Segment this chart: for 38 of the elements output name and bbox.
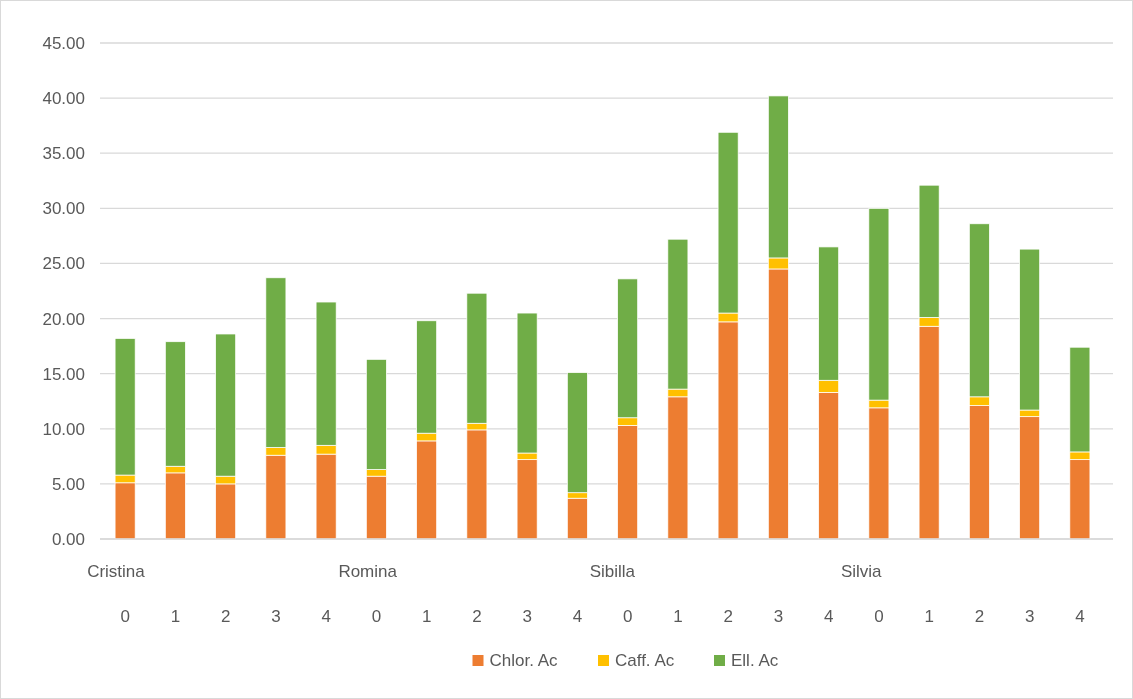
x-tick-label: 3 [773, 607, 784, 626]
x-tick-label: 4 [823, 607, 834, 626]
y-tick-label: 20.00 [42, 309, 85, 329]
legend-label: Caff. Ac [615, 651, 675, 670]
x-tick-label: 2 [220, 607, 231, 626]
x-tick-label: 4 [321, 607, 331, 626]
x-tick-label: 3 [1024, 607, 1035, 626]
x-tick-label: 1 [924, 607, 934, 626]
y-tick-label: 15.00 [42, 364, 85, 384]
bar [566, 497, 588, 540]
y-tick-label: 45.00 [42, 33, 85, 53]
x-tick-label: 0 [874, 607, 884, 626]
legend-label: Chlor. Ac [489, 651, 559, 670]
x-tick-label: 1 [170, 607, 181, 626]
y-tick-label: 5.00 [51, 474, 85, 494]
text: Cristina [87, 562, 146, 581]
x-tick-label: 0 [622, 607, 633, 626]
x-tick-label: 0 [371, 607, 382, 626]
y-tick-label: 40.00 [42, 89, 85, 109]
x-tick-label: 2 [974, 607, 985, 626]
x-tick-label: 4 [1075, 607, 1085, 626]
text: Silvia [840, 562, 883, 581]
x-tick-label: 0 [120, 607, 130, 626]
y-tick-label: 10.00 [42, 419, 85, 439]
x-tick-label: 1 [421, 607, 432, 626]
x-tick-label: 3 [271, 607, 281, 626]
legend-label: Ell. Ac [731, 651, 779, 670]
text: Romina [338, 562, 398, 581]
y-tick-label: 35.00 [42, 144, 85, 164]
x-tick-label: 3 [522, 607, 532, 626]
text: Sibilla [589, 562, 636, 581]
x-tick-label: 4 [572, 607, 583, 626]
x-tick-label: 2 [472, 607, 482, 626]
y-tick-label: 30.00 [42, 199, 85, 219]
y-tick-label: 25.00 [42, 254, 85, 274]
x-tick-label: 1 [673, 607, 683, 626]
x-tick-label: 2 [723, 607, 733, 626]
y-tick-label: 0.00 [51, 529, 85, 549]
